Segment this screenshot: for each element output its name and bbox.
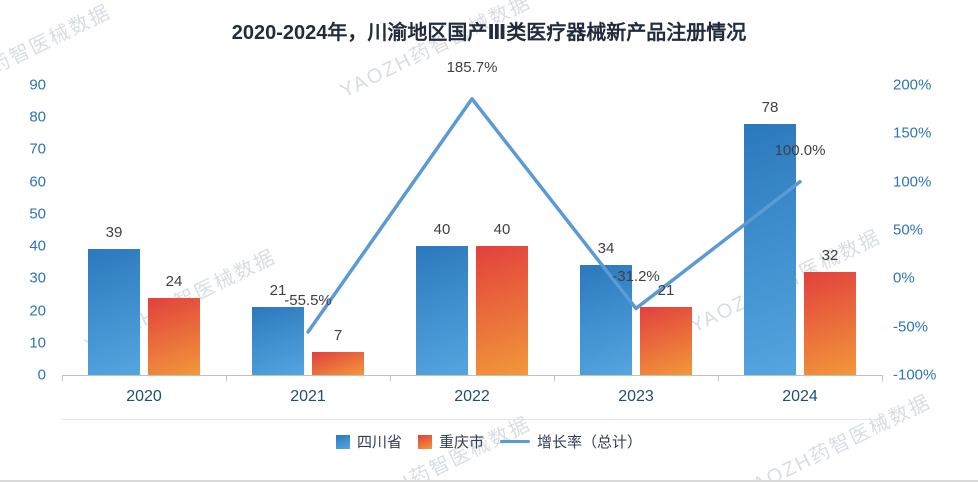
category-label-2021: 2021 xyxy=(290,388,326,405)
category-label-2022: 2022 xyxy=(454,388,490,405)
left-axis-tick: 90 xyxy=(29,76,46,94)
growth-rate-label-2024: 100.0% xyxy=(774,141,826,159)
bar-sichuan-2022 xyxy=(416,246,468,375)
bar-value-label-sichuan-2020: 39 xyxy=(105,224,123,242)
right-axis-tick: 150% xyxy=(893,124,932,142)
plot-area: 39 21 40 34 78 24 7 40 21 32 -55.5% 185.7% -31.2% 100… xyxy=(62,59,882,375)
right-axis-tick: 0% xyxy=(893,269,915,287)
legend-item-sichuan: 四川省 xyxy=(335,431,402,452)
growth-line xyxy=(306,97,802,334)
legend-item-chongqing: 重庆市 xyxy=(417,431,484,452)
bar-value-label-chongqing-2021: 7 xyxy=(333,327,343,345)
category-label-2020: 2020 xyxy=(126,388,162,405)
bar-value-label-chongqing-2020: 24 xyxy=(165,272,183,290)
left-axis-tick: 50 xyxy=(29,205,46,223)
bar-value-label-sichuan-2024: 78 xyxy=(761,98,779,116)
right-axis-tick: 200% xyxy=(893,76,932,94)
right-axis-ticks: 200% 150% 100% 50% 0% -50% -100% xyxy=(893,77,978,384)
bar-value-label-sichuan-2021: 21 xyxy=(269,282,287,300)
left-axis-tick: 40 xyxy=(29,237,46,255)
bar-chongqing-2022 xyxy=(476,246,528,375)
x-axis: 2020 2021 2022 2023 2024 xyxy=(62,375,883,420)
bar-chongqing-2021 xyxy=(312,352,364,375)
bar-chongqing-2024 xyxy=(804,271,856,375)
bar-value-label-chongqing-2024: 32 xyxy=(821,246,839,264)
x-axis-sub-line xyxy=(62,419,882,420)
x-axis-tick xyxy=(882,375,883,381)
x-axis-tick xyxy=(554,375,555,381)
bar-chongqing-2020 xyxy=(148,297,200,375)
right-axis-tick: 100% xyxy=(893,173,932,191)
right-axis-tick: -50% xyxy=(893,318,929,336)
bar-value-label-chongqing-2023: 21 xyxy=(657,282,675,300)
chart-title: 2020-2024年，川渝地区国产Ⅲ类医疗器械新产品注册情况 xyxy=(231,22,747,44)
bar-value-label-sichuan-2022: 40 xyxy=(433,221,451,239)
left-axis-ticks: 90 80 70 60 50 40 30 20 10 0 xyxy=(0,77,46,384)
growth-rate-label-2022: 185.7% xyxy=(446,58,498,76)
bar-chongqing-2023 xyxy=(640,307,692,375)
legend-label-sichuan: 四川省 xyxy=(356,434,402,451)
x-axis-tick xyxy=(62,375,63,381)
category-label-2023: 2023 xyxy=(618,388,654,405)
legend-swatch-chongqing xyxy=(417,434,432,449)
bar-sichuan-2021 xyxy=(252,307,304,375)
legend-label-chongqing: 重庆市 xyxy=(438,434,484,451)
bar-value-label-sichuan-2023: 34 xyxy=(597,240,615,258)
legend-swatch-growth-line xyxy=(500,439,530,444)
category-label-2024: 2024 xyxy=(782,388,818,405)
x-axis-tick xyxy=(718,375,719,381)
left-axis-tick: 10 xyxy=(29,334,46,352)
x-axis-line xyxy=(62,375,882,376)
right-axis-tick: 50% xyxy=(893,221,924,239)
legend-label-growth-line: 增长率（总计） xyxy=(537,434,643,451)
bar-value-label-chongqing-2022: 40 xyxy=(493,221,511,239)
growth-rate-label-2021: -55.5% xyxy=(284,291,332,309)
left-axis-tick: 70 xyxy=(29,140,46,158)
left-axis-tick: 60 xyxy=(29,173,46,191)
bar-sichuan-2023 xyxy=(580,265,632,375)
legend-swatch-sichuan xyxy=(335,434,350,449)
x-axis-tick xyxy=(226,375,227,381)
left-axis-tick: 30 xyxy=(29,269,46,287)
growth-rate-label-2023: -31.2% xyxy=(612,268,660,286)
legend: 四川省 重庆市 增长率（总计） xyxy=(0,431,978,452)
left-axis-tick: 20 xyxy=(29,302,46,320)
bar-sichuan-2020 xyxy=(88,249,140,375)
bar-sichuan-2024 xyxy=(744,123,796,375)
legend-item-growth-line: 增长率（总计） xyxy=(500,431,642,452)
x-axis-tick xyxy=(390,375,391,381)
right-axis-tick: -100% xyxy=(893,366,937,384)
left-axis-tick: 0 xyxy=(37,366,46,384)
left-axis-tick: 80 xyxy=(29,108,46,126)
